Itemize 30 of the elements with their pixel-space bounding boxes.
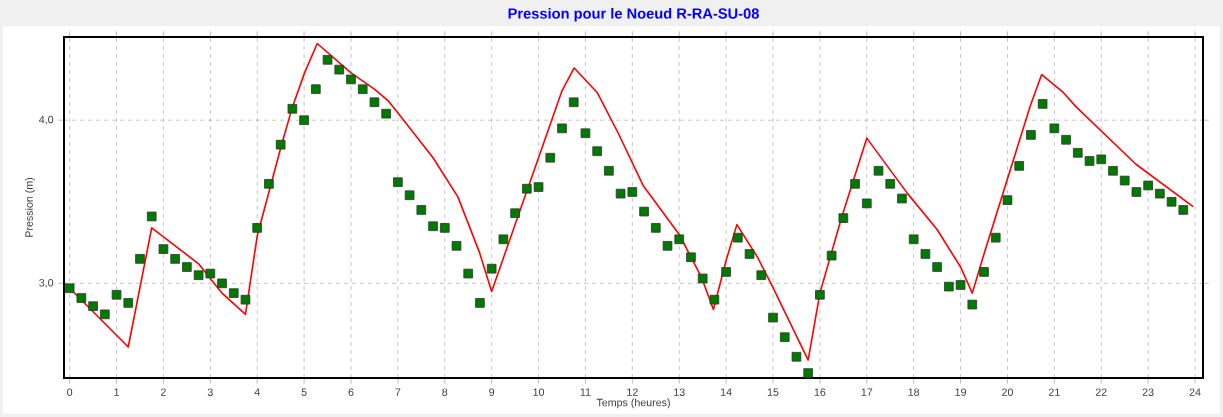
- x-tick-label: 5: [301, 388, 307, 396]
- x-tick-label: 4: [254, 388, 260, 396]
- y-tick-label: 4,0: [39, 115, 54, 125]
- x-tick-label: 18: [908, 388, 920, 396]
- x-tick-label: 8: [442, 388, 448, 396]
- x-tick-label: 9: [489, 388, 495, 396]
- x-axis-title: Temps (heures): [596, 398, 670, 409]
- x-tick-label: 23: [1142, 388, 1154, 396]
- x-tick-label: 2: [161, 388, 166, 396]
- x-tick-label: 11: [580, 388, 591, 396]
- x-tick-label: 1: [114, 388, 119, 396]
- x-tick-label: 13: [674, 388, 685, 396]
- x-tick-label: 0: [67, 388, 73, 396]
- x-tick-label: 22: [1095, 388, 1107, 396]
- x-tick-label: 19: [955, 388, 966, 396]
- x-tick-label: 16: [814, 388, 826, 396]
- x-tick-label: 24: [1189, 388, 1201, 396]
- chart-title: Pression pour le Noeud R-RA-SU-08: [508, 7, 759, 22]
- x-tick-label: 7: [395, 388, 401, 396]
- x-tick-label: 12: [627, 388, 638, 396]
- x-tick-label: 10: [533, 388, 545, 396]
- x-tick-label: 17: [861, 388, 873, 396]
- x-tick-label: 21: [1048, 388, 1060, 396]
- y-tick-label: 3,0: [39, 278, 54, 288]
- x-tick-label: 20: [1002, 388, 1013, 396]
- x-tick-label: 14: [721, 388, 732, 396]
- y-axis-title: Pression (m): [25, 177, 35, 237]
- x-tick-label: 15: [767, 388, 779, 396]
- x-tick-label: 6: [348, 388, 354, 396]
- x-tick-label: 3: [207, 388, 213, 396]
